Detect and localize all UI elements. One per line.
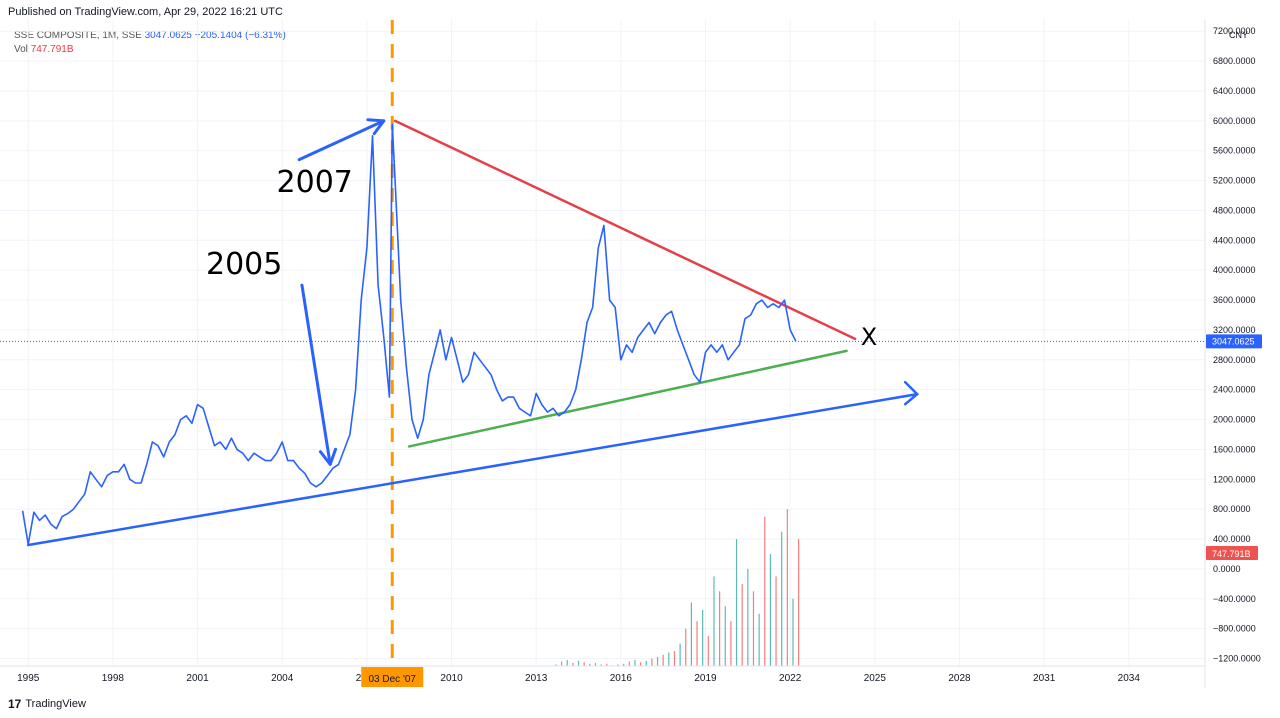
crosshair-date-badge: 03 Dec '07 <box>361 667 424 687</box>
y-tick-label: 6800.0000 <box>1213 56 1256 66</box>
x-tick-label: 2001 <box>186 673 209 684</box>
y-tick-label: 3200.0000 <box>1213 325 1256 335</box>
last-price-badge-text: 3047.0625 <box>1212 336 1255 346</box>
x-tick-label: 2034 <box>1118 673 1141 684</box>
y-tick-label: 1600.0000 <box>1213 444 1256 454</box>
legend-symbol-row: SSE COMPOSITE, 1M, SSE 3047.0625 −205.14… <box>14 29 286 43</box>
legend-vol-label: Vol <box>14 44 28 55</box>
x-tick-label: 2022 <box>779 673 802 684</box>
legend-volume-row: Vol 747.791B <box>14 43 286 57</box>
annotation-arrow-head <box>366 118 386 136</box>
annotation-label: 2005 <box>206 247 282 282</box>
annotation-label: X <box>861 323 877 351</box>
crosshair-date-text: 03 Dec '07 <box>369 674 417 685</box>
grid <box>0 20 1205 666</box>
x-tick-label: 2013 <box>525 673 548 684</box>
trend-line-resistance <box>393 119 857 341</box>
y-tick-label: 5200.0000 <box>1213 176 1256 186</box>
annotation-arrow-shaft <box>297 119 386 162</box>
y-tick-label: −1200.0000 <box>1213 654 1261 664</box>
legend-price: 3047.0625 <box>144 30 192 41</box>
x-tick-label: 2004 <box>271 673 294 684</box>
price-scale[interactable]: 7200.0000 6800.0000 6400.0000 6000.0000 5600… <box>1213 26 1261 663</box>
y-tick-label: 6400.0000 <box>1213 86 1256 96</box>
x-tick-label: 2016 <box>610 673 633 684</box>
published-header: Published on TradingView.com, Apr 29, 20… <box>8 6 283 18</box>
y-tick-label: 6000.0000 <box>1213 116 1256 126</box>
y-tick-label: −800.0000 <box>1213 624 1256 634</box>
y-tick-label: 2800.0000 <box>1213 355 1256 365</box>
y-tick-label: 4000.0000 <box>1213 265 1256 275</box>
footer: 17 TradingView <box>8 697 86 711</box>
chart-legend: SSE COMPOSITE, 1M, SSE 3047.0625 −205.14… <box>14 29 286 57</box>
y-tick-label: 4400.0000 <box>1213 235 1256 245</box>
x-tick-label: 2010 <box>440 673 463 684</box>
annotation-arrows <box>297 118 386 466</box>
legend-symbol[interactable]: SSE COMPOSITE, 1M, SSE <box>14 30 142 41</box>
annotation-arrow-shaft <box>300 283 332 466</box>
legend-change: −205.1404 (−6.31%) <box>194 30 286 41</box>
y-tick-label: 800.0000 <box>1213 504 1251 514</box>
x-tick-label: 2028 <box>948 673 971 684</box>
trend-lines <box>26 119 920 547</box>
volume-badge: 747.791B <box>1206 546 1258 560</box>
x-tick-label: 2031 <box>1033 673 1056 684</box>
y-tick-label: 1200.0000 <box>1213 474 1256 484</box>
y-tick-label: 400.0000 <box>1213 534 1251 544</box>
footer-brand[interactable]: TradingView <box>25 698 86 710</box>
y-tick-label: 7200.0000 <box>1213 26 1256 36</box>
x-tick-label: 1995 <box>17 673 40 684</box>
y-tick-label: 3600.0000 <box>1213 295 1256 305</box>
price-scale-background <box>1205 20 1280 688</box>
y-tick-label: 2400.0000 <box>1213 385 1256 395</box>
currency-label: CNY <box>1229 30 1248 40</box>
x-tick-label: 2019 <box>694 673 717 684</box>
legend-vol-value: 747.791B <box>30 44 74 55</box>
trend-line-support <box>407 349 848 448</box>
volume-badge-text: 747.791B <box>1212 549 1251 559</box>
last-price-badge: 3047.0625 <box>1206 334 1262 349</box>
annotation-arrow-head <box>318 447 338 466</box>
y-tick-label: 5600.0000 <box>1213 146 1256 156</box>
y-tick-label: 4800.0000 <box>1213 205 1256 215</box>
volume-bars <box>555 509 800 666</box>
trend-arrowhead <box>903 380 920 406</box>
annotations: 2007 2005 X <box>206 165 877 351</box>
x-tick-label: 2025 <box>864 673 887 684</box>
y-tick-label: 0.0000 <box>1213 564 1241 574</box>
price-series-line <box>21 123 797 546</box>
annotation-label: 2007 <box>277 165 353 200</box>
y-tick-label: 2000.0000 <box>1213 415 1256 425</box>
x-tick-label: 1998 <box>102 673 125 684</box>
tradingview-logo-icon: 17 <box>8 697 22 711</box>
trend-line-long_trend <box>26 392 919 547</box>
time-scale[interactable]: 1995199820012004200720102013201620192022… <box>17 673 1140 684</box>
y-tick-label: −400.0000 <box>1213 594 1256 604</box>
